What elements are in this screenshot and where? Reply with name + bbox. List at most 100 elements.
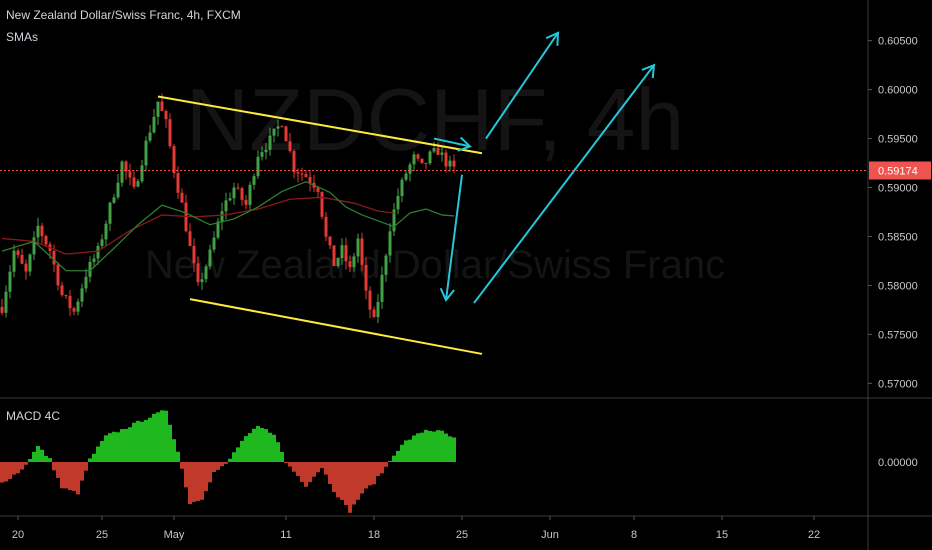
macd-bar bbox=[236, 447, 240, 462]
chart-title[interactable]: New Zealand Dollar/Swiss Franc, 4h, FXCM bbox=[6, 8, 241, 22]
macd-bar bbox=[432, 431, 436, 462]
macd-bar bbox=[328, 462, 332, 484]
candle-body bbox=[188, 231, 192, 247]
candle-body bbox=[208, 249, 212, 267]
candle-body bbox=[240, 188, 244, 200]
macd-bar bbox=[268, 432, 272, 462]
price-tick-label: 0.57500 bbox=[878, 329, 918, 341]
candle-body bbox=[168, 119, 172, 147]
macd-bar bbox=[52, 462, 56, 471]
candle-body bbox=[268, 135, 272, 150]
macd-bar bbox=[364, 462, 368, 489]
macd-bar bbox=[220, 462, 224, 467]
candle-body bbox=[284, 126, 288, 142]
candle-body bbox=[408, 164, 412, 174]
macd-bar bbox=[180, 462, 184, 469]
macd-bar bbox=[276, 442, 280, 462]
macd-bar bbox=[60, 462, 64, 489]
time-tick-label: May bbox=[164, 529, 185, 541]
macd-bar bbox=[116, 432, 120, 462]
candle-body bbox=[28, 254, 32, 272]
candle-body bbox=[316, 187, 320, 192]
price-tick-label: 0.60500 bbox=[878, 36, 918, 48]
candle-body bbox=[444, 152, 448, 167]
trendline bbox=[189, 298, 483, 355]
candle-body bbox=[172, 146, 176, 174]
candle-body bbox=[4, 291, 8, 313]
macd-bar bbox=[152, 413, 156, 462]
arrow-head bbox=[545, 31, 560, 46]
macd-bar bbox=[448, 436, 452, 462]
macd-bar bbox=[340, 462, 344, 500]
candle-body bbox=[264, 149, 268, 153]
candle-body bbox=[160, 101, 164, 112]
macd-bar bbox=[80, 462, 84, 481]
macd-bar bbox=[388, 460, 392, 462]
macd-bar bbox=[424, 429, 428, 462]
macd-bar bbox=[244, 436, 248, 462]
macd-bar bbox=[64, 462, 68, 489]
candle-body bbox=[212, 237, 216, 250]
candle-body bbox=[132, 177, 136, 187]
candle-body bbox=[152, 116, 156, 133]
macd-bar bbox=[384, 462, 388, 467]
macd-bar bbox=[344, 462, 348, 506]
candle-body bbox=[20, 254, 24, 264]
candle-body bbox=[384, 255, 388, 275]
candle-body bbox=[376, 301, 380, 318]
macd-bar bbox=[280, 452, 284, 462]
candle-body bbox=[348, 261, 352, 268]
candle-body bbox=[320, 191, 324, 217]
time-tick-label: 18 bbox=[368, 529, 380, 541]
macd-bar bbox=[140, 421, 144, 462]
macd-bar bbox=[240, 440, 244, 462]
macd-bar bbox=[428, 430, 432, 462]
candle-body bbox=[196, 263, 200, 283]
candle-body bbox=[260, 152, 264, 157]
candle-body bbox=[432, 148, 436, 152]
drawings bbox=[157, 31, 656, 355]
price-tick-label: 0.60000 bbox=[878, 85, 918, 97]
candle-body bbox=[232, 187, 236, 199]
macd-bar bbox=[308, 462, 312, 483]
indicator-label[interactable]: SMAs bbox=[6, 30, 39, 44]
candle-body bbox=[288, 141, 292, 152]
macd-bar bbox=[404, 440, 408, 462]
macd-bar bbox=[372, 462, 376, 485]
macd-bar bbox=[204, 462, 208, 492]
price-tick-label: 0.58000 bbox=[878, 280, 918, 292]
candle-body bbox=[220, 211, 224, 222]
candle-body bbox=[112, 197, 116, 203]
candle-body bbox=[352, 256, 356, 268]
candle-body bbox=[360, 238, 364, 265]
macd-tick-label: 0.00000 bbox=[878, 457, 918, 469]
macd-bar bbox=[380, 462, 384, 474]
macd-bar bbox=[172, 439, 176, 462]
time-tick-label: Jun bbox=[541, 529, 559, 541]
macd-bar bbox=[396, 450, 400, 462]
candle-body bbox=[428, 151, 432, 164]
candle-body bbox=[224, 200, 228, 212]
candle-body bbox=[80, 288, 84, 302]
candle-body bbox=[84, 276, 88, 289]
macd-bar bbox=[348, 462, 352, 513]
macd-bar bbox=[16, 462, 20, 474]
candle-body bbox=[364, 264, 368, 291]
candle-body bbox=[256, 156, 260, 177]
arrow-line bbox=[485, 32, 559, 140]
watermark: NZDCHF, 4h New Zealand Dollar/Swiss Fran… bbox=[145, 70, 725, 287]
macd-bar bbox=[400, 444, 404, 462]
candle-body bbox=[136, 181, 140, 187]
arrow-line bbox=[433, 137, 471, 148]
macd-indicator-label[interactable]: MACD 4C bbox=[6, 409, 61, 423]
candle-body bbox=[68, 295, 72, 309]
candle-body bbox=[200, 279, 204, 283]
candle-body bbox=[36, 225, 40, 238]
candle-body bbox=[52, 251, 56, 265]
macd-bar bbox=[44, 455, 48, 462]
candle-body bbox=[144, 140, 148, 166]
candle-body bbox=[416, 154, 420, 159]
macd-bar bbox=[128, 427, 132, 462]
candle-body bbox=[452, 160, 456, 167]
